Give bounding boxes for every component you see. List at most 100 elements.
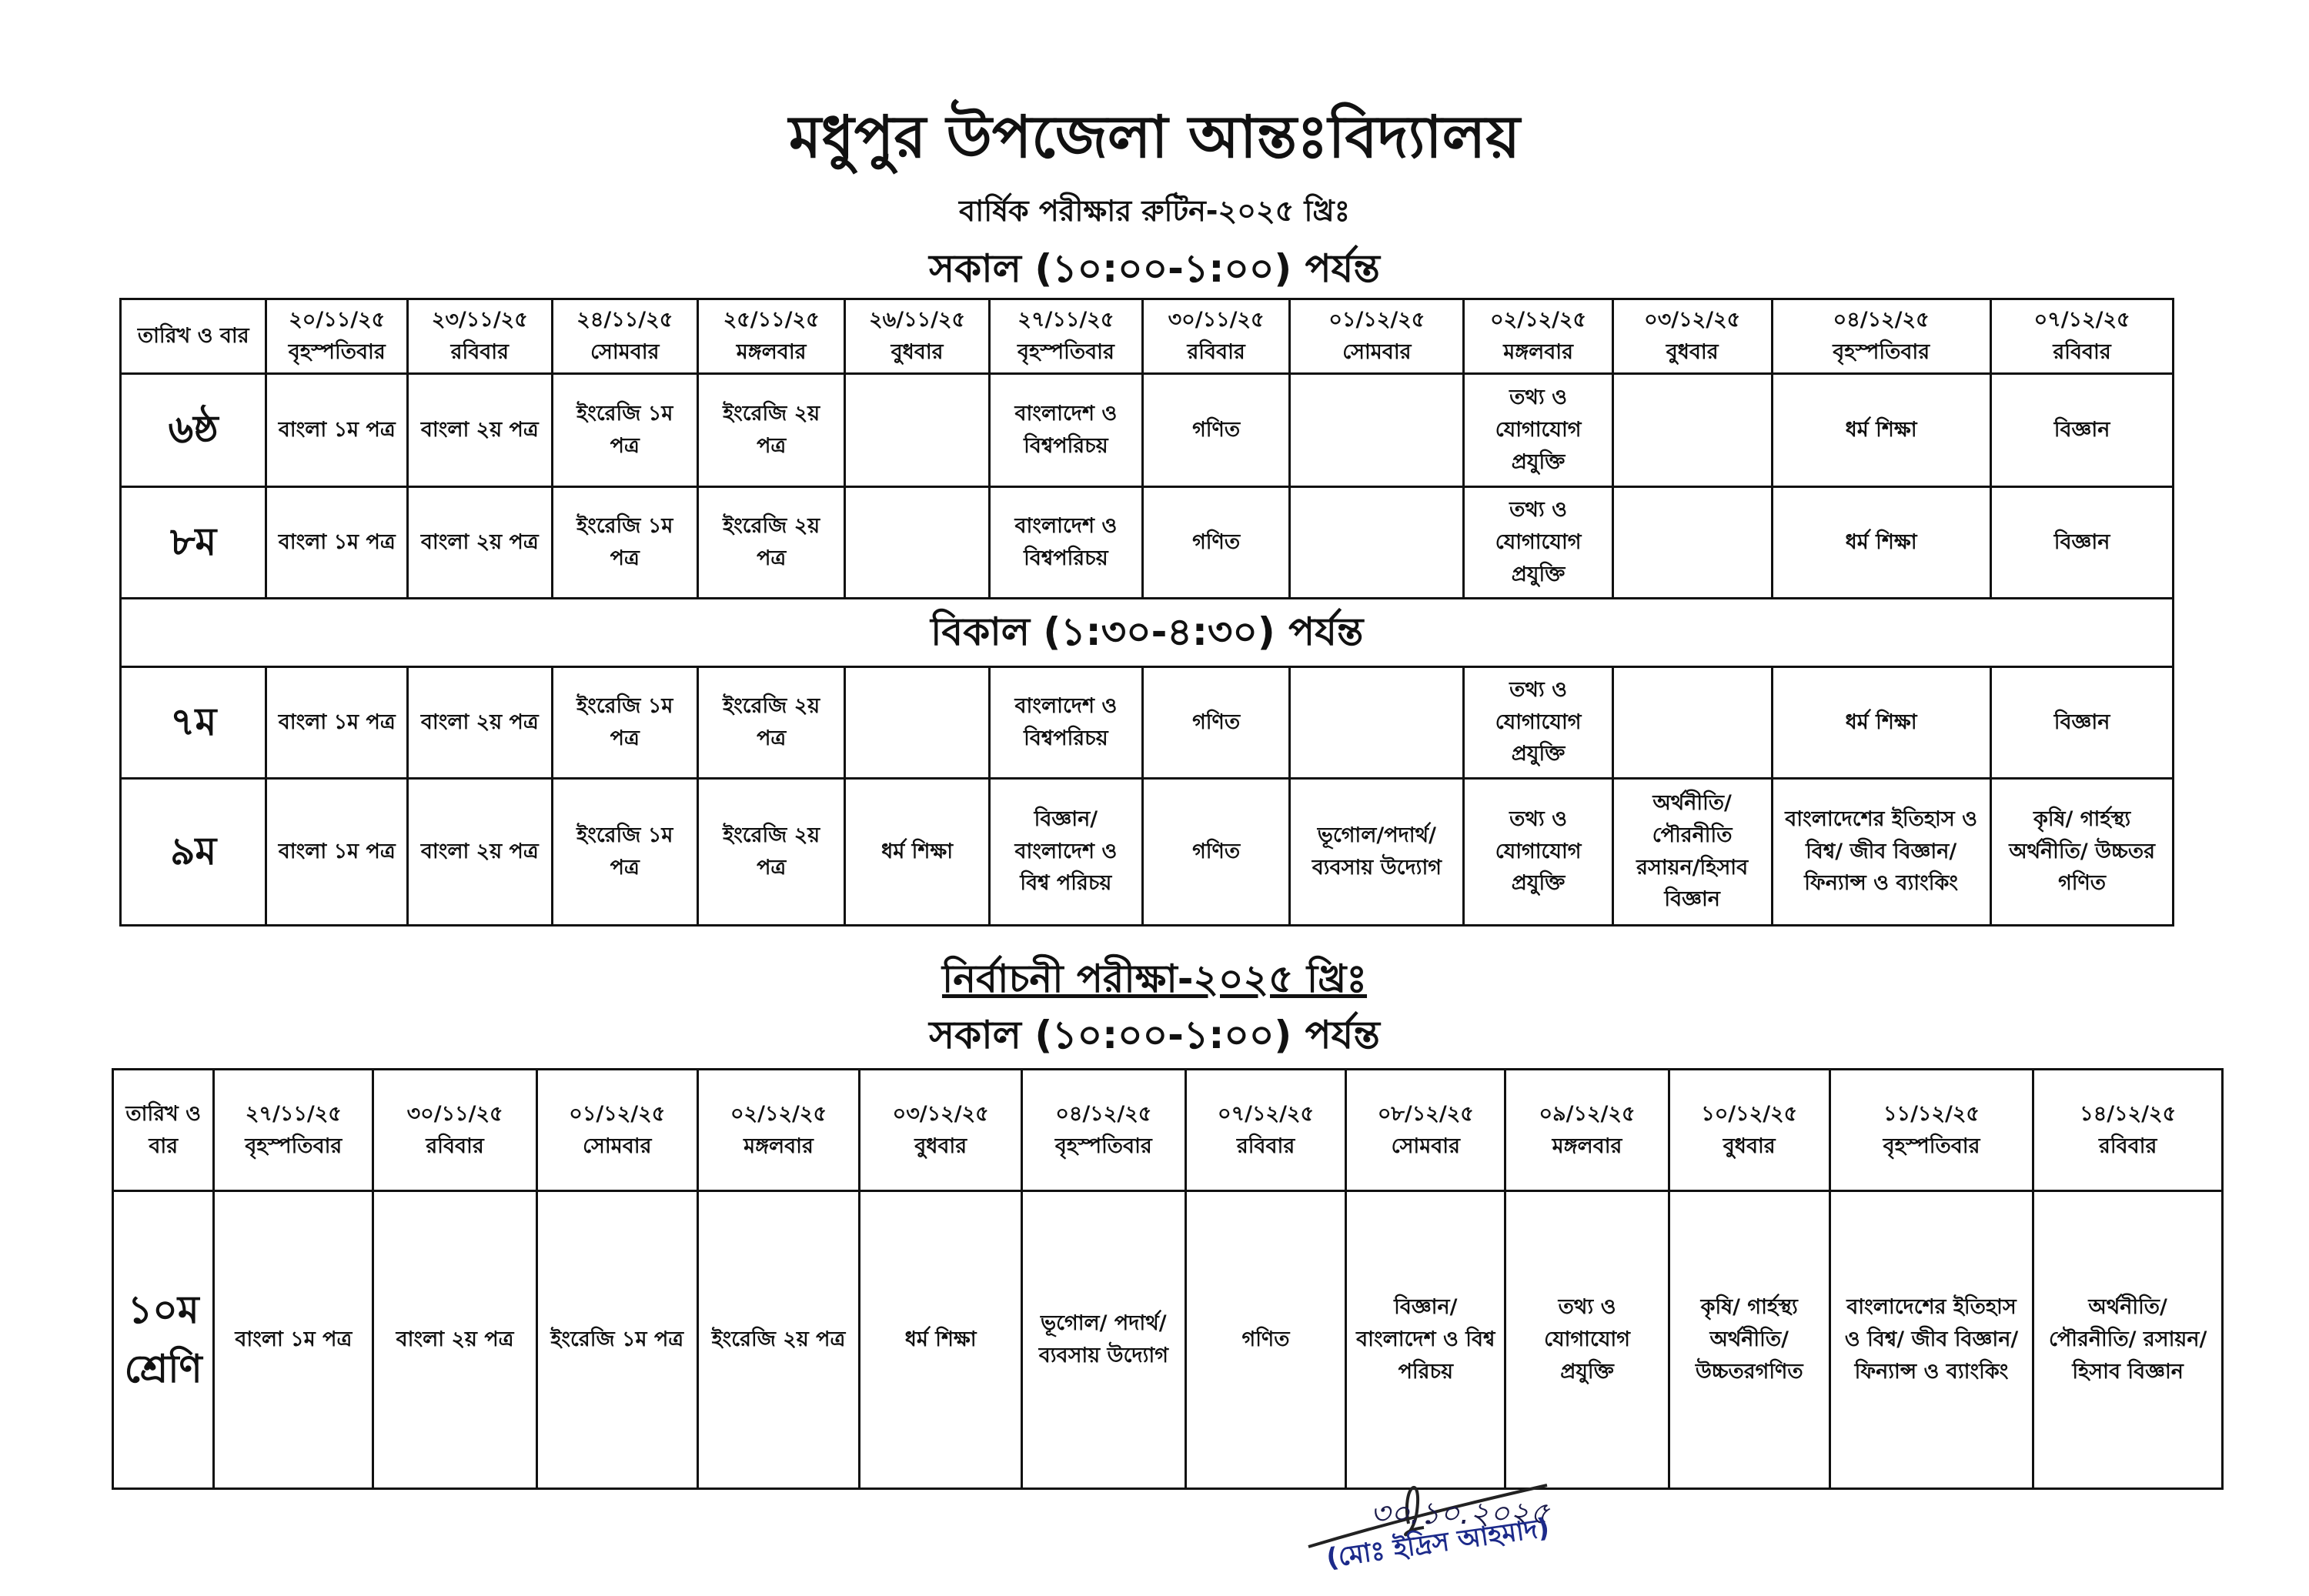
day: বুধবার (1666, 340, 1719, 364)
day: রবিবার (426, 1134, 484, 1158)
subject-cell: বাংলা ১ম পত্র (265, 372, 409, 488)
subject-cell: বাংলা ১ম পত্র (265, 776, 409, 927)
subject-cell (844, 665, 991, 780)
subject-cell: বাংলা ২য় পত্র (406, 372, 553, 488)
subject-cell: ইংরেজি ১ম পত্র (550, 776, 699, 927)
corner-cell: তারিখ ও বার (119, 298, 268, 375)
subject-cell: বাংলা ২য় পত্র (406, 486, 553, 599)
subject-cell: তথ্য ও যোগাযোগ প্রযুক্তি (1504, 1190, 1670, 1490)
day: সোমবার (583, 1134, 652, 1158)
subject-cell: তথ্য ও যোগাযোগ প্রযুক্তি (1462, 372, 1614, 488)
date: ২৭/১১/২৫ (245, 1101, 342, 1126)
date: ২৫/১১/২৫ (723, 308, 820, 332)
date-header: ২৭/১১/২৫ বৃহস্পতিবার (987, 298, 1144, 375)
subject-cell: ইংরেজি ২য় পত্র (696, 665, 847, 780)
day: মঙ্গলবার (1503, 340, 1573, 364)
subject-cell: তথ্য ও যোগাযোগ প্রযুক্তি (1462, 486, 1614, 599)
date-header: ১১/১২/২৫ বৃহস্পতিবার (1828, 1068, 2035, 1192)
subject-cell (1288, 665, 1465, 780)
subject-cell: বাংলাদেশ ও বিশ্বপরিচয় (987, 665, 1144, 780)
signature-scribble (1308, 1484, 1548, 1548)
day: বুধবার (891, 340, 944, 364)
class-row: ৮ম বাংলা ১ম পত্র বাংলা ২য় পত্র ইংরেজি ১ম প… (119, 486, 2175, 599)
day: বুধবার (914, 1134, 967, 1158)
subject-cell: গণিত (1184, 1190, 1348, 1490)
subject-cell: বাংলা ২য় পত্র (406, 776, 553, 927)
date: ৩০/১১/২৫ (1168, 308, 1265, 332)
subject-cell (844, 372, 991, 488)
subject-cell: বাংলা ২য় পত্র (372, 1190, 538, 1490)
date: ১৪/১২/২৫ (2080, 1101, 2177, 1126)
subject-cell: ধর্ম শিক্ষা (1770, 372, 1992, 488)
subject-cell: ধর্ম শিক্ষা (858, 1190, 1024, 1490)
date-header: ০৩/১২/২৫ বুধবার (858, 1068, 1024, 1192)
subject-cell: তথ্য ও যোগাযোগ প্রযুক্তি (1462, 665, 1614, 780)
subject-cell: কৃষি/ গার্হস্থ্য অর্থনীতি/ উচ্চতর গণিত (1989, 776, 2175, 927)
day: রবিবার (2053, 340, 2111, 364)
signature-date: ৩০.১০.২০২৫ (1370, 1496, 1550, 1531)
class-row: ৭ম বাংলা ১ম পত্র বাংলা ২য় পত্র ইংরেজি ১ম প… (119, 665, 2175, 780)
date-header: ১৪/১২/২৫ রবিবার (2032, 1068, 2224, 1192)
date-header: ০৭/১২/২৫ রবিবার (1989, 298, 2175, 375)
subject-cell: বিজ্ঞান/ বাংলাদেশ ও বিশ্ব পরিচয় (987, 776, 1144, 927)
day: বৃহস্পতিবার (1054, 1134, 1152, 1158)
date: ০৪/১২/২৫ (1055, 1101, 1152, 1126)
date: ৩০/১১/২৫ (406, 1101, 503, 1126)
date-header: ০২/১২/২৫ মঙ্গলবার (1462, 298, 1614, 375)
date-header: ০৯/১২/২৫ মঙ্গলবার (1504, 1068, 1670, 1192)
subject-cell: ইংরেজি ১ম পত্র (535, 1190, 699, 1490)
day: সোমবার (590, 340, 660, 364)
day: রবিবার (450, 340, 509, 364)
class-cell: ৯ম (119, 776, 268, 927)
subject-cell: বাংলাদেশ ও বিশ্বপরিচয় (987, 486, 1144, 599)
class-cell: ৬ষ্ঠ (119, 372, 268, 488)
shift-label: সকাল (১০:০০-১:০০) পর্যন্ত (929, 246, 1380, 291)
subject-cell: বাংলাদেশের ইতিহাস ও বিশ্ব/ জীব বিজ্ঞান/ফ… (1828, 1190, 2035, 1490)
day: সোমবার (1391, 1134, 1460, 1158)
test-exam-table: তারিখ ও বার ২৭/১১/২৫ বৃহস্পতিবার ৩০/১১/২৫ রব… (111, 1068, 2224, 1490)
header-row: তারিখ ও বার ২০/১১/২৫ বৃহস্পতিবার ২৩/১১/২৫ রব… (119, 298, 2175, 375)
subject-cell: বিজ্ঞান (1989, 665, 2175, 780)
date: ০১/১২/২৫ (1328, 308, 1425, 332)
subject-cell (1288, 486, 1465, 599)
date-header: ০৪/১২/২৫ বৃহস্পতিবার (1021, 1068, 1187, 1192)
subject-cell: গণিত (1141, 372, 1292, 488)
subject-cell: কৃষি/ গার্হস্থ্য অর্থনীতি/ উচ্চতরগণিত (1667, 1190, 1831, 1490)
subject-cell: ভূগোল/পদার্থ/ ব্যবসায় উদ্যোগ (1288, 776, 1465, 927)
day: রবিবার (1187, 340, 1245, 364)
subject-cell: বাংলাদেশ ও বিশ্বপরিচয় (987, 372, 1144, 488)
date: ০৪/১২/২৫ (1833, 308, 1930, 332)
date: ০৯/১২/২৫ (1539, 1101, 1636, 1126)
day: মঙ্গলবার (736, 340, 807, 364)
subtitle: বার্ষিক পরীক্ষার রুটিন-২০২৫ খ্রিঃ (959, 194, 1350, 228)
title: মধুপুর উপজেলা আন্তঃবিদ্যালয় (788, 102, 1521, 171)
subject-cell (1611, 372, 1773, 488)
date: ০৮/১২/২৫ (1377, 1101, 1474, 1126)
date-header: ০১/১২/২৫ সোমবার (535, 1068, 699, 1192)
class-cell: ৮ম (119, 486, 268, 599)
shift-row: বিকাল (১:৩০-৪:৩০) পর্যন্ত (119, 597, 2175, 668)
day: বৃহস্পতিবার (1833, 340, 1930, 364)
class-cell: ৭ম (119, 665, 268, 780)
date-header: ২৫/১১/২৫ মঙ্গলবার (696, 298, 847, 375)
date-header: ২৪/১১/২৫ সোমবার (550, 298, 699, 375)
class-row: ৯ম বাংলা ১ম পত্র বাংলা ২য় পত্র ইংরেজি ১ম প… (119, 776, 2175, 927)
date: ২৬/১১/২৫ (869, 308, 966, 332)
day: বৃহস্পতিবার (288, 340, 386, 364)
date-header: ০৮/১২/২৫ সোমবার (1345, 1068, 1507, 1192)
date-header: ২৬/১১/২৫ বুধবার (844, 298, 991, 375)
subject-cell: ইংরেজি ১ম পত্র (550, 665, 699, 780)
annual-routine-table: তারিখ ও বার ২০/১১/২৫ বৃহস্পতিবার ২৩/১১/২৫ রব… (119, 298, 2175, 927)
day: মঙ্গলবার (743, 1134, 814, 1158)
shift-label: সকাল (১০:০০-১:০০) পর্যন্ত (929, 1013, 1380, 1057)
subject-cell (844, 486, 991, 599)
corner-cell: তারিখ ও বার (111, 1068, 216, 1192)
date: ০৭/১২/২৫ (2033, 308, 2130, 332)
class-row: ৬ষ্ঠ বাংলা ১ম পত্র বাংলা ২য় পত্র ইংরেজি ১ম… (119, 372, 2175, 488)
date-header: ১০/১২/২৫ বুধবার (1667, 1068, 1831, 1192)
day: বুধবার (1723, 1134, 1776, 1158)
date-header: ২৭/১১/২৫ বৃহস্পতিবার (212, 1068, 375, 1192)
subject-cell: ইংরেজি ২য় পত্র (696, 1190, 861, 1490)
subject-cell: ধর্ম শিক্ষা (844, 776, 991, 927)
